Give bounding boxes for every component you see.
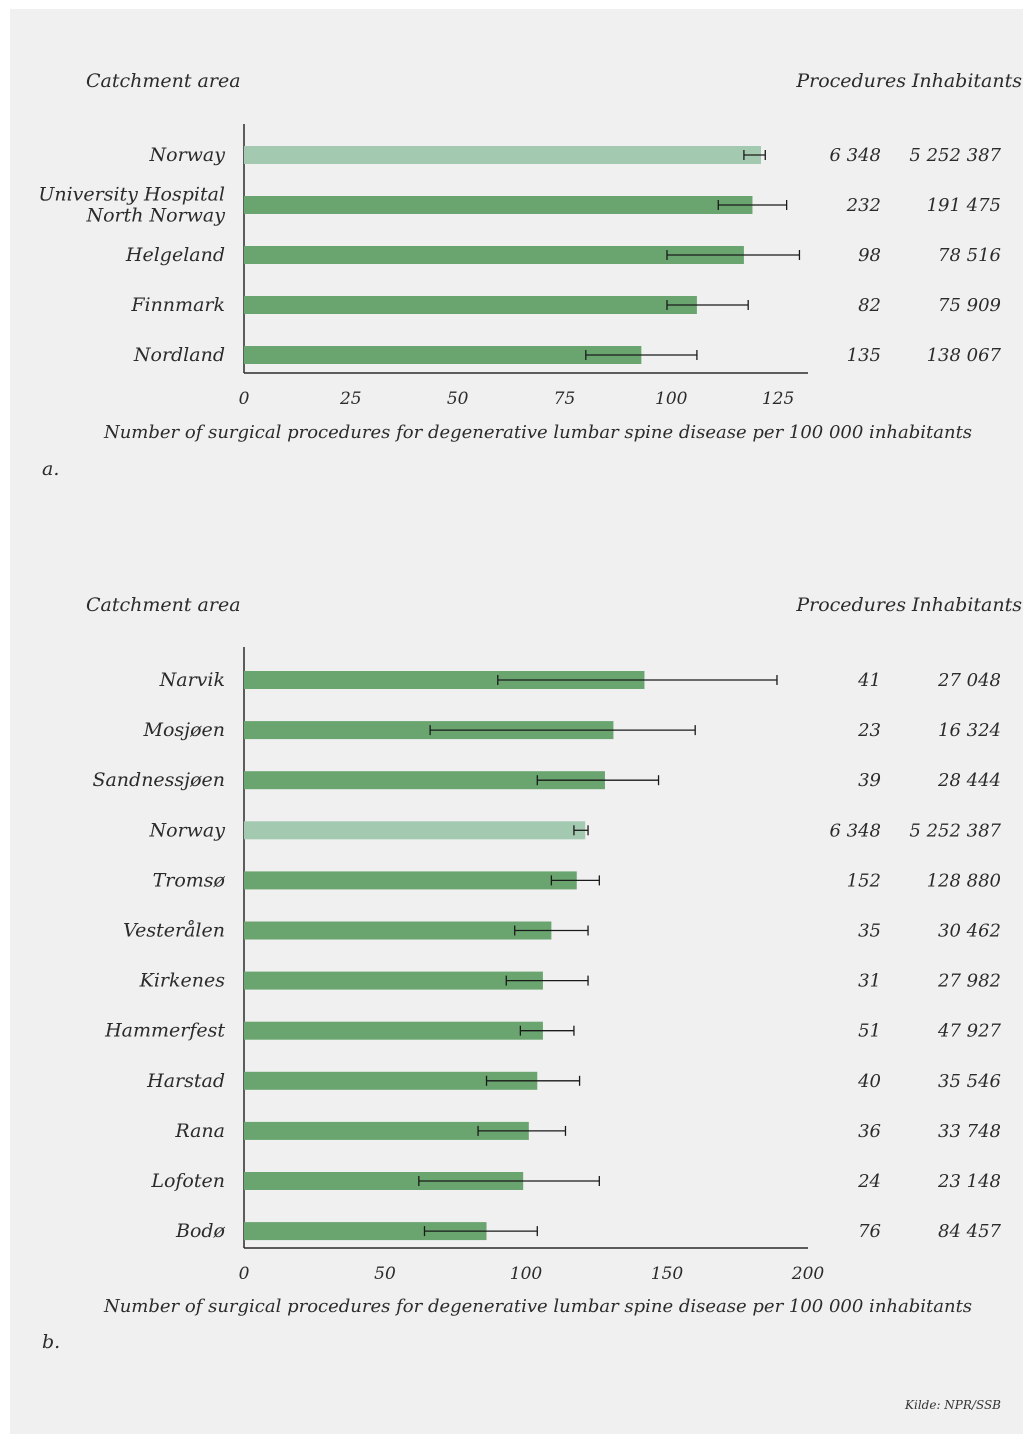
- inhabitants-value: 5 252 387: [909, 820, 1001, 841]
- category-label: University Hospital: [38, 184, 225, 206]
- x-tick-label: 50: [374, 1264, 396, 1284]
- bar: [244, 146, 761, 164]
- procedures-value: 51: [858, 1021, 881, 1042]
- category-label: Hammerfest: [104, 1020, 225, 1042]
- inhabitants-value: 128 880: [927, 870, 1001, 891]
- category-label: Mosjøen: [143, 719, 225, 741]
- category-label: Vesterålen: [123, 920, 225, 942]
- category-header: Catchment area: [86, 70, 241, 92]
- bar: [244, 1222, 487, 1241]
- inhabitants-value: 23 148: [937, 1171, 1001, 1192]
- procedures-value: 76: [858, 1221, 881, 1242]
- bar: [244, 346, 642, 364]
- panel-label: b.: [42, 1331, 60, 1353]
- x-tick-label: 75: [554, 389, 576, 409]
- x-tick-label: 200: [791, 1264, 825, 1284]
- x-tick-label: 100: [510, 1264, 543, 1284]
- category-label: Tromsø: [153, 869, 226, 891]
- procedures-value: 135: [847, 345, 881, 366]
- inhabitants-value: 75 909: [938, 295, 1001, 316]
- category-label: Bodø: [175, 1220, 226, 1242]
- inhabitants-value: 35 546: [938, 1071, 1001, 1092]
- procedures-value: 36: [858, 1121, 881, 1142]
- bar: [244, 721, 614, 740]
- x-tick-label: 125: [762, 389, 794, 409]
- procedures-value: 232: [846, 195, 881, 216]
- x-axis-label: Number of surgical procedures for degene…: [103, 1296, 972, 1317]
- procedures-value: 39: [858, 770, 881, 791]
- source-note: Kilde: NPR/SSB: [905, 1398, 1001, 1412]
- bar: [244, 1172, 524, 1190]
- procedures-value: 31: [858, 971, 881, 992]
- procedures-value: 6 348: [829, 145, 881, 166]
- inhabitants-value: 30 462: [938, 921, 1001, 942]
- x-tick-label: 25: [339, 389, 362, 409]
- bar: [244, 246, 744, 264]
- bar: [244, 971, 543, 990]
- procedures-value: 23: [857, 720, 881, 741]
- category-label: Narvik: [159, 669, 225, 691]
- panel-label: a.: [42, 458, 59, 480]
- procedures-value: 6 348: [829, 820, 881, 841]
- procedures-value: 35: [858, 921, 881, 942]
- inhabitants-value: 138 067: [927, 345, 1002, 366]
- bar: [244, 771, 605, 790]
- column-header-inhabitants: Inhabitants: [911, 70, 1022, 92]
- x-axis-label: Number of surgical procedures for degene…: [103, 422, 972, 443]
- procedures-value: 98: [858, 245, 881, 266]
- category-header: Catchment area: [86, 594, 241, 616]
- inhabitants-value: 27 982: [937, 971, 1001, 992]
- bar: [244, 1071, 538, 1090]
- procedures-value: 24: [857, 1171, 881, 1192]
- inhabitants-value: 27 048: [937, 670, 1001, 691]
- category-label: Lofoten: [150, 1170, 225, 1192]
- category-label: Helgeland: [125, 244, 225, 266]
- category-label: Kirkenes: [139, 970, 226, 992]
- bar: [244, 871, 577, 890]
- x-tick-label: 0: [239, 1264, 250, 1284]
- category-label: Rana: [174, 1120, 225, 1142]
- bar: [244, 1121, 529, 1140]
- inhabitants-value: 33 748: [938, 1121, 1001, 1142]
- procedures-value: 41: [857, 670, 881, 691]
- inhabitants-value: 84 457: [938, 1221, 1002, 1242]
- x-tick-label: 150: [651, 1264, 684, 1284]
- x-tick-label: 100: [655, 389, 688, 409]
- category-label: Sandnessjøen: [92, 769, 225, 791]
- category-label: Norway: [149, 144, 226, 166]
- category-label: North Norway: [85, 205, 225, 227]
- procedures-value: 152: [847, 870, 881, 891]
- procedures-value: 40: [857, 1071, 881, 1092]
- bar: [244, 296, 697, 314]
- category-label: Finnmark: [130, 294, 225, 316]
- bar: [244, 821, 586, 840]
- inhabitants-value: 78 516: [938, 245, 1001, 266]
- inhabitants-value: 5 252 387: [909, 145, 1001, 166]
- figure-panel: Catchment area Procedures Inhabitants 0 25 50…: [10, 9, 1023, 1434]
- x-tick-label: 50: [447, 389, 469, 409]
- column-header-procedures: Procedures: [795, 70, 906, 92]
- bar: [244, 1021, 543, 1040]
- bar: [244, 921, 552, 940]
- procedures-value: 82: [858, 295, 881, 316]
- column-header-inhabitants: Inhabitants: [911, 594, 1022, 616]
- category-label: Harstad: [146, 1070, 225, 1092]
- inhabitants-value: 28 444: [937, 770, 1001, 791]
- bar: [244, 196, 753, 214]
- inhabitants-value: 191 475: [927, 195, 1001, 216]
- column-header-procedures: Procedures: [795, 594, 906, 616]
- inhabitants-value: 16 324: [938, 720, 1001, 741]
- x-tick-label: 0: [239, 389, 250, 409]
- category-label: Norway: [149, 819, 226, 841]
- inhabitants-value: 47 927: [937, 1021, 1002, 1042]
- bar: [244, 671, 645, 689]
- category-label: Nordland: [133, 344, 225, 366]
